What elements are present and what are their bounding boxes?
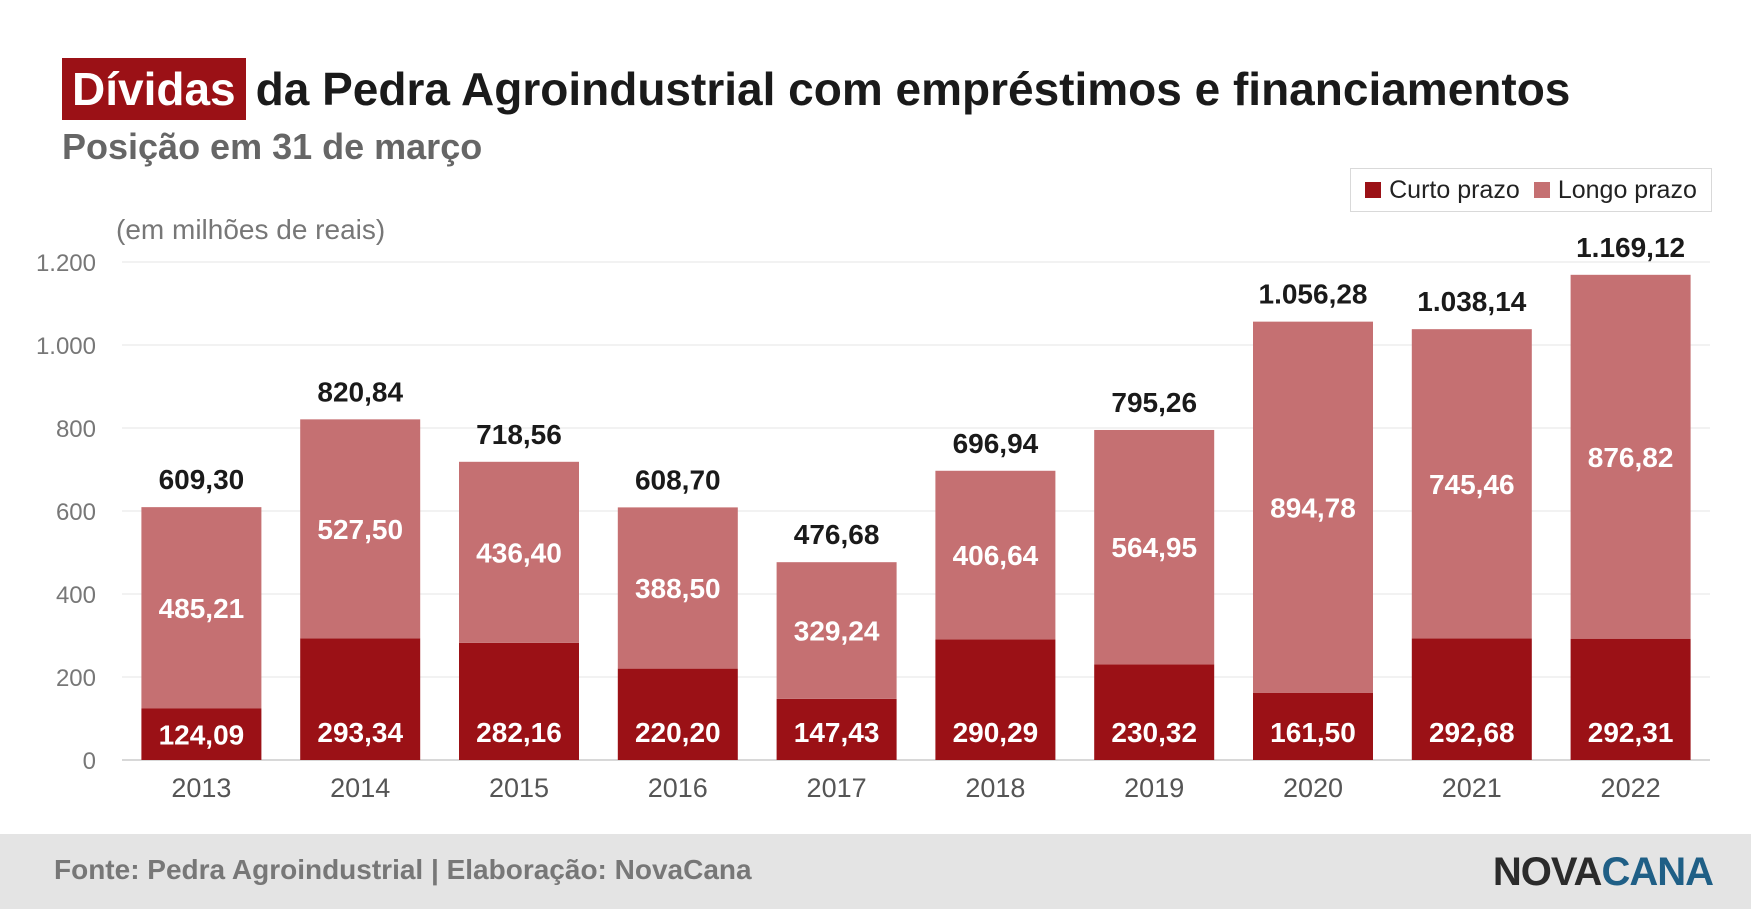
data-label-curto-prazo: 282,16 [476, 717, 562, 748]
y-tick-label: 0 [83, 748, 96, 775]
logo-part-nova: NOVA [1492, 850, 1603, 894]
chart-title: Dívidas da Pedra Agroindustrial com empr… [62, 56, 1570, 122]
bar-longo-prazo [617, 507, 738, 669]
x-tick-label: 2015 [489, 773, 549, 803]
data-label-longo-prazo: 388,50 [635, 573, 721, 604]
x-tick-label: 2021 [1442, 773, 1502, 803]
bar-curto-prazo [1411, 638, 1532, 760]
data-label-curto-prazo: 161,50 [1270, 717, 1356, 748]
y-tick-label: 1.200 [36, 250, 96, 277]
bar-curto-prazo [1570, 638, 1691, 760]
total-label: 609,30 [159, 464, 245, 495]
title-highlight: Dívidas [62, 58, 246, 120]
bar-longo-prazo [141, 507, 262, 709]
title-rest: da Pedra Agroindustrial com empréstimos … [255, 63, 1571, 115]
legend-label-curto-prazo: Curto prazo [1389, 175, 1520, 204]
total-label: 1.056,28 [1259, 279, 1368, 310]
x-tick-label: 2013 [171, 773, 231, 803]
data-label-longo-prazo: 894,78 [1270, 492, 1356, 523]
legend-item-curto-prazo: Curto prazo [1365, 176, 1520, 205]
total-label: 1.169,12 [1576, 232, 1685, 263]
data-label-curto-prazo: 292,31 [1588, 717, 1674, 748]
y-tick-label: 400 [56, 582, 96, 609]
bar-longo-prazo [1094, 429, 1215, 665]
bar-curto-prazo [1253, 692, 1373, 760]
data-label-longo-prazo: 564,95 [1111, 532, 1197, 563]
x-tick-label: 2018 [965, 773, 1025, 803]
bar-curto-prazo [1094, 664, 1215, 760]
x-tick-label: 2016 [648, 773, 708, 803]
legend-label-longo-prazo: Longo prazo [1557, 175, 1697, 204]
bar-curto-prazo [300, 638, 421, 760]
stacked-bar-chart: 0 200 400 600 800 1.000 1.200 124,09 485,21 609,3… [36, 232, 1710, 803]
y-tick-label: 800 [56, 416, 96, 443]
data-label-longo-prazo: 329,24 [794, 615, 880, 646]
legend: Curto prazo Longo prazo [1350, 168, 1712, 212]
chart-subtitle: Posição em 31 de março [62, 126, 483, 167]
data-label-curto-prazo: 147,43 [794, 717, 880, 748]
data-label-curto-prazo: 230,32 [1111, 717, 1197, 748]
y-tick-label: 600 [56, 499, 96, 526]
novacana-logo: NOVACANA [1492, 850, 1714, 895]
bar-curto-prazo [141, 708, 262, 760]
source-note: Fonte: Pedra Agroindustrial | Elaboração… [54, 854, 752, 885]
x-tick-label: 2017 [807, 773, 867, 803]
data-label-curto-prazo: 220,20 [635, 717, 721, 748]
bar-longo-prazo [935, 470, 1056, 640]
x-tick-label: 2020 [1283, 773, 1343, 803]
bar-curto-prazo [459, 642, 579, 760]
total-label: 1.038,14 [1417, 286, 1526, 317]
bar-longo-prazo [1253, 321, 1373, 693]
data-label-longo-prazo: 527,50 [317, 514, 403, 545]
legend-item-longo-prazo: Longo prazo [1533, 175, 1697, 205]
total-label: 820,84 [317, 376, 403, 407]
x-tick-label: 2019 [1124, 773, 1184, 803]
logo-part-cana: CANA [1601, 850, 1714, 894]
footer: Fonte: Pedra Agroindustrial | Elaboração… [0, 834, 1751, 909]
bar-longo-prazo [300, 419, 421, 639]
data-label-curto-prazo: 290,29 [953, 717, 1039, 748]
data-label-curto-prazo: 293,34 [317, 717, 403, 748]
data-label-curto-prazo: 292,68 [1429, 717, 1515, 748]
x-tick-label: 2014 [330, 773, 390, 803]
bar-curto-prazo [776, 698, 897, 760]
bar-longo-prazo [776, 562, 897, 699]
total-label: 718,56 [476, 419, 562, 450]
data-label-longo-prazo: 876,82 [1588, 442, 1674, 473]
bar-curto-prazo [935, 639, 1056, 760]
legend-swatch-curto-prazo [1365, 182, 1382, 198]
bar-longo-prazo [1411, 329, 1532, 639]
total-label: 795,26 [1111, 387, 1197, 418]
x-tick-label: 2022 [1601, 773, 1661, 803]
unit-note: (em milhões de reais) [116, 214, 386, 245]
bar-longo-prazo [459, 461, 579, 643]
data-label-longo-prazo: 745,46 [1429, 469, 1515, 500]
y-tick-label: 200 [56, 665, 96, 692]
total-label: 608,70 [635, 464, 721, 495]
data-label-longo-prazo: 436,40 [476, 537, 562, 568]
y-tick-label: 1.000 [36, 333, 96, 360]
data-label-longo-prazo: 406,64 [953, 540, 1039, 571]
total-label: 476,68 [794, 519, 880, 550]
total-label: 696,94 [953, 428, 1039, 459]
bar-longo-prazo [1570, 274, 1691, 639]
bar-curto-prazo [617, 668, 738, 760]
legend-swatch-longo-prazo [1533, 182, 1550, 198]
data-label-curto-prazo: 124,09 [159, 719, 245, 750]
data-label-longo-prazo: 485,21 [159, 593, 245, 624]
